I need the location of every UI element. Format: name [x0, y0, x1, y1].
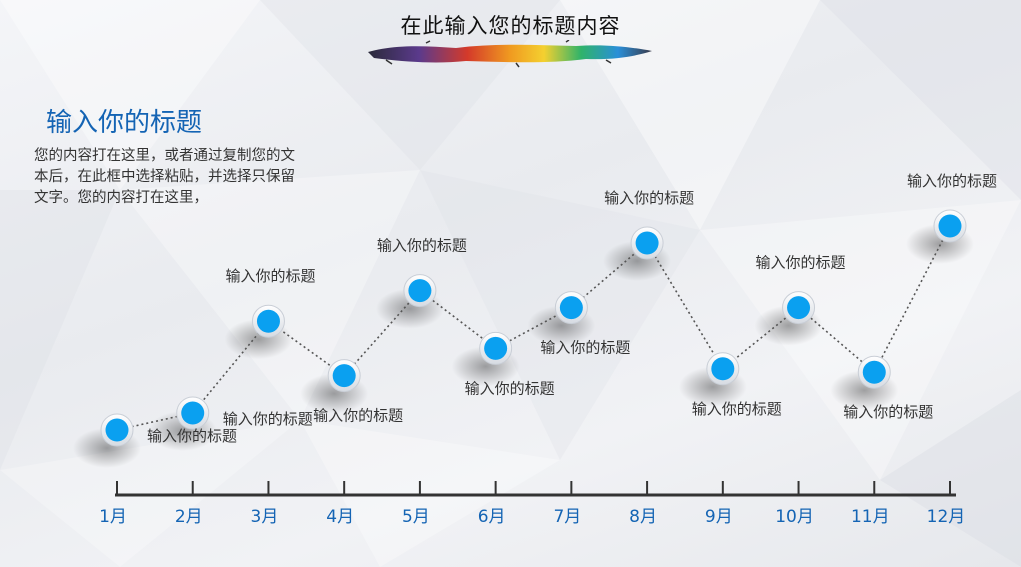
data-point[interactable]: [782, 291, 816, 325]
series-line: [116, 225, 951, 431]
point-label: 输入你的标题: [540, 339, 630, 357]
data-point[interactable]: [706, 352, 740, 386]
data-point[interactable]: [251, 304, 285, 338]
point-label: 输入你的标题: [225, 267, 315, 285]
x-tick-label: 9月: [705, 507, 733, 527]
point-label: 输入你的标题: [604, 189, 694, 207]
point-label: 输入你的标题: [756, 254, 846, 272]
x-tick-label: 4月: [326, 507, 354, 527]
x-tick-label: 8月: [629, 507, 657, 527]
page-title: 在此输入您的标题内容: [400, 14, 621, 38]
x-tick-label: 12月: [927, 507, 966, 527]
section-body-text: 您的内容打在这里，或者通过复制您的文本后，在此框中选择粘贴，并选择只保留文字。您…: [34, 148, 295, 206]
color-brush-stroke-decoration: [368, 40, 652, 68]
data-point[interactable]: [479, 331, 513, 365]
section-heading: 输入你的标题: [46, 108, 203, 138]
data-point[interactable]: [933, 209, 967, 243]
x-tick-label: 5月: [402, 507, 430, 527]
x-tick-label: 10月: [775, 507, 814, 527]
data-point[interactable]: [100, 413, 134, 447]
data-point[interactable]: [630, 226, 664, 260]
point-label: 输入你的标题: [692, 400, 782, 418]
point-label: 输入你的标题: [313, 407, 403, 425]
point-label: 输入你的标题: [223, 410, 313, 428]
x-tick-label: 11月: [851, 507, 890, 527]
x-tick-label: 7月: [553, 507, 581, 527]
x-tick-label: 6月: [478, 507, 506, 527]
point-label: 输入你的标题: [907, 172, 997, 190]
x-tick-label: 2月: [175, 507, 203, 527]
data-point[interactable]: [403, 274, 437, 308]
data-point[interactable]: [327, 359, 361, 393]
point-label: 输入你的标题: [843, 403, 933, 421]
x-tick-label: 3月: [251, 507, 279, 527]
point-label: 输入你的标题: [465, 379, 555, 397]
data-point[interactable]: [554, 291, 588, 325]
point-label: 输入你的标题: [377, 237, 467, 255]
data-point[interactable]: [176, 396, 210, 430]
point-label: 输入你的标题: [147, 427, 237, 445]
x-tick-label: 1月: [99, 507, 127, 527]
data-point[interactable]: [857, 355, 891, 389]
